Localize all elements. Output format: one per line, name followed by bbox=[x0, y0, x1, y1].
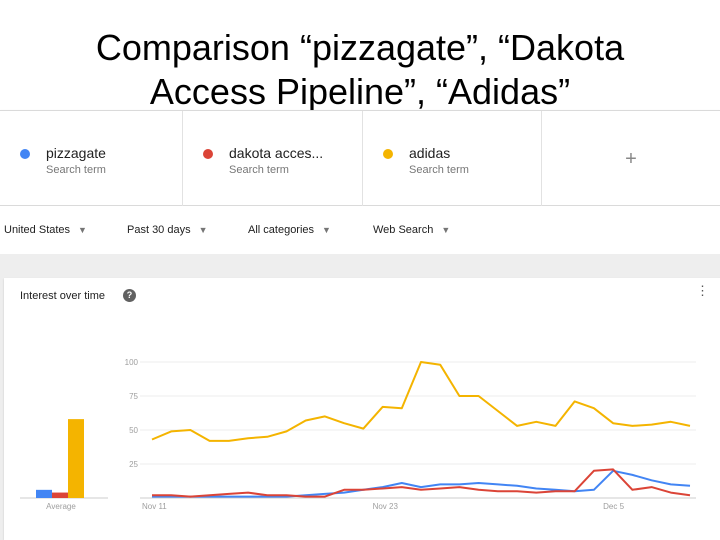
category-dropdown-label: All categories bbox=[248, 224, 315, 236]
series-color-dot bbox=[20, 149, 30, 159]
x-tick-label: Dec 5 bbox=[603, 502, 624, 511]
dropdown-arrow-icon: ▼ bbox=[78, 225, 87, 235]
term-card-dakota[interactable]: dakota acces... Search term bbox=[183, 111, 363, 207]
term-subtitle: Search term bbox=[409, 164, 469, 176]
average-bar-0 bbox=[36, 489, 52, 498]
series-color-dot bbox=[383, 149, 393, 159]
term-subtitle: Search term bbox=[229, 164, 289, 176]
average-bar-2 bbox=[68, 419, 84, 498]
series-line-2 bbox=[151, 361, 691, 442]
term-name: pizzagate bbox=[46, 145, 106, 161]
average-bar-1 bbox=[52, 492, 68, 498]
search-terms-bar: pizzagate Search term dakota acces... Se… bbox=[0, 110, 720, 207]
series-line-1 bbox=[152, 468, 691, 498]
x-tick-label: Nov 23 bbox=[373, 502, 399, 511]
slide-title-line-2: Access Pipeline”, “Adidas” bbox=[149, 71, 571, 112]
region-dropdown[interactable]: United States ▼ bbox=[4, 224, 87, 236]
time-range-dropdown[interactable]: Past 30 days ▼ bbox=[127, 224, 208, 236]
average-label: Average bbox=[46, 502, 76, 511]
series-color-dot bbox=[203, 149, 213, 159]
region-dropdown-label: United States bbox=[4, 224, 71, 236]
term-card-adidas[interactable]: adidas Search term bbox=[363, 111, 542, 207]
term-subtitle: Search term bbox=[46, 164, 106, 176]
dropdown-arrow-icon: ▼ bbox=[322, 225, 331, 235]
series-line-0 bbox=[152, 469, 691, 498]
search-type-dropdown[interactable]: Web Search ▼ bbox=[373, 224, 450, 236]
term-card-pizzagate[interactable]: pizzagate Search term bbox=[0, 111, 183, 207]
slide-title-line-1: Comparison “pizzagate”, “Dakota bbox=[95, 27, 625, 68]
term-name: adidas bbox=[409, 145, 451, 161]
y-tick-label: 100 bbox=[125, 358, 139, 367]
interest-over-time-card: Interest over time ? ⋮ 100 75 50 25 Nov 11 No… bbox=[4, 278, 720, 540]
time-range-dropdown-label: Past 30 days bbox=[127, 224, 191, 236]
dropdown-arrow-icon: ▼ bbox=[441, 225, 451, 235]
interest-over-time-chart: 100 75 50 25 Nov 11 Nov 23 Dec 5 Average bbox=[20, 358, 696, 511]
x-tick-label: Nov 11 bbox=[142, 502, 167, 511]
slide-title: Comparison “pizzagate”, “Dakota Access P… bbox=[0, 26, 720, 114]
help-icon[interactable]: ? bbox=[123, 289, 136, 302]
y-tick-label: 25 bbox=[129, 460, 138, 469]
add-term-button[interactable]: + bbox=[625, 148, 637, 170]
y-tick-label: 75 bbox=[129, 392, 138, 401]
dropdown-arrow-icon: ▼ bbox=[198, 225, 208, 235]
category-dropdown[interactable]: All categories ▼ bbox=[248, 224, 331, 236]
y-tick-label: 50 bbox=[129, 426, 138, 435]
term-name: dakota acces... bbox=[229, 145, 324, 161]
filter-bar: United States ▼ Past 30 days ▼ All categor… bbox=[0, 206, 720, 254]
card-title: Interest over time bbox=[20, 290, 105, 302]
search-type-dropdown-label: Web Search bbox=[373, 224, 434, 236]
